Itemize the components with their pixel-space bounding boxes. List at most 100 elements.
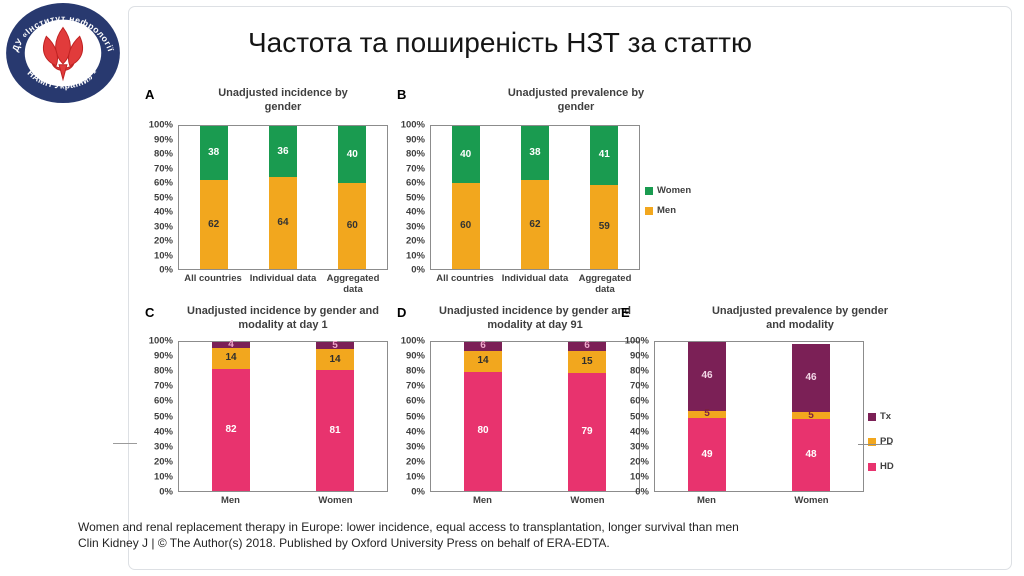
y-tick-label: 90% bbox=[405, 350, 425, 362]
panel-letter: D bbox=[397, 305, 407, 320]
y-tick-label: 80% bbox=[153, 148, 173, 160]
y-tick-label: 20% bbox=[405, 456, 425, 468]
bar-segment-tx: 6 bbox=[568, 341, 606, 351]
panel-letter: C bbox=[145, 305, 155, 320]
stacked-bar: 49 5 46 bbox=[688, 342, 726, 491]
y-tick-label: 50% bbox=[153, 411, 173, 422]
x-category-label: All countries bbox=[184, 273, 242, 284]
bar-segment-men: 60 bbox=[338, 183, 367, 269]
panel-letter: E bbox=[621, 305, 630, 320]
y-tick-label: 60% bbox=[153, 177, 173, 189]
panel-letter: B bbox=[397, 87, 407, 102]
y-tick-label: 90% bbox=[153, 350, 173, 362]
y-tick-label: 90% bbox=[629, 350, 649, 362]
bar-segment-women: 40 bbox=[338, 126, 367, 184]
y-tick-label: 50% bbox=[405, 192, 425, 203]
legend-swatch bbox=[868, 412, 876, 421]
legend-swatch bbox=[868, 437, 876, 446]
legend-item: PD bbox=[868, 436, 894, 447]
y-tick-label: 70% bbox=[153, 380, 173, 392]
y-tick-label: 40% bbox=[405, 206, 425, 218]
bar-segment-pd: 14 bbox=[464, 350, 502, 372]
annotation-line-right bbox=[858, 444, 892, 445]
x-axis: Men Women bbox=[178, 495, 388, 506]
y-tick-label: 40% bbox=[405, 426, 425, 438]
y-tick-label: 70% bbox=[405, 380, 425, 392]
legend-label: Women bbox=[657, 185, 692, 196]
legend-item: HD bbox=[868, 461, 894, 472]
y-tick-label: 50% bbox=[629, 411, 649, 422]
x-category-label: Women bbox=[570, 495, 605, 506]
legend-label: Men bbox=[657, 205, 676, 216]
plot-area: 49 5 46 48 5 46 bbox=[654, 341, 864, 492]
legend-label: Tx bbox=[880, 411, 892, 422]
y-tick-label: 100% bbox=[148, 119, 173, 131]
stacked-bar: 80 14 6 bbox=[464, 341, 502, 491]
y-tick-label: 20% bbox=[405, 235, 425, 247]
bar-segment-pd: 14 bbox=[316, 349, 354, 371]
x-category-label: Individual data bbox=[501, 273, 569, 284]
bar-segment-women: 38 bbox=[520, 126, 549, 181]
y-tick-label: 60% bbox=[405, 177, 425, 189]
y-tick-label: 60% bbox=[153, 395, 173, 407]
bar-segment-pd: 5 bbox=[688, 408, 726, 419]
legend: Tx PD HD bbox=[868, 411, 894, 472]
bar-segment-men: 64 bbox=[268, 177, 297, 269]
y-tick-label: 70% bbox=[629, 380, 649, 392]
stacked-bar: 62 38 bbox=[199, 126, 228, 269]
y-axis: 100% 90% 80% 70% 60% 50% 40% 30% 20% 10% 0% bbox=[392, 120, 430, 276]
y-tick-label: 0% bbox=[159, 264, 173, 276]
y-tick-label: 50% bbox=[405, 411, 425, 422]
bar-segment-hd: 49 bbox=[688, 418, 726, 491]
y-tick-label: 10% bbox=[153, 471, 173, 483]
y-tick-label: 10% bbox=[405, 250, 425, 261]
slide-title: Частота та поширеність НЗТ за статтю bbox=[248, 27, 752, 58]
x-axis: All countries Individual data Aggregated d… bbox=[430, 273, 640, 296]
chart-title: Unadjusted prevalence by gender bbox=[507, 87, 645, 114]
y-tick-label: 40% bbox=[153, 426, 173, 438]
bar-segment-women: 38 bbox=[199, 126, 228, 181]
y-tick-label: 90% bbox=[405, 134, 425, 145]
chart-panel-a: A Unadjusted incidence by gender 100% 90% 80… bbox=[140, 86, 388, 296]
bar-segment-hd: 48 bbox=[792, 419, 830, 491]
legend-label: HD bbox=[880, 461, 894, 472]
y-tick-label: 0% bbox=[411, 264, 425, 276]
y-axis: 100% 90% 80% 70% 60% 50% 40% 30% 20% 10% 0% bbox=[616, 336, 654, 498]
x-category-label: Men bbox=[220, 495, 240, 506]
plot-area: 82 14 4 81 14 5 bbox=[178, 340, 388, 492]
y-tick-label: 30% bbox=[405, 221, 425, 232]
chart-title: Unadjusted prevalence by gender and moda… bbox=[711, 305, 889, 332]
y-axis: 100% 90% 80% 70% 60% 50% 40% 30% 20% 10% 0% bbox=[392, 336, 430, 498]
x-category-label: All countries bbox=[436, 273, 494, 284]
y-tick-label: 20% bbox=[629, 456, 649, 468]
y-tick-label: 30% bbox=[629, 441, 649, 453]
chart-panel-c: C Unadjusted incidence by gender and moda… bbox=[140, 304, 388, 506]
citation-footer: Women and renal replacement therapy in E… bbox=[78, 520, 978, 552]
stacked-bar: 81 14 5 bbox=[316, 340, 354, 491]
kidney-flower-icon bbox=[42, 26, 84, 82]
y-tick-label: 0% bbox=[635, 486, 649, 498]
y-tick-label: 40% bbox=[629, 426, 649, 438]
stacked-bar: 64 36 bbox=[268, 126, 297, 269]
legend-item: Women bbox=[645, 185, 691, 196]
x-category-label: Individual data bbox=[249, 273, 317, 284]
bar-segment-hd: 79 bbox=[568, 373, 606, 491]
plot-area: 80 14 6 79 15 6 bbox=[430, 341, 640, 492]
bar-segment-tx: 6 bbox=[464, 341, 502, 351]
x-category-label: Men bbox=[472, 495, 492, 506]
legend-item: Tx bbox=[868, 411, 894, 422]
y-tick-label: 10% bbox=[629, 471, 649, 483]
chart-panel-d: D Unadjusted incidence by gender and moda… bbox=[392, 304, 640, 506]
bar-segment-pd: 15 bbox=[568, 350, 606, 374]
legend-swatch bbox=[868, 462, 876, 471]
y-tick-label: 40% bbox=[153, 206, 173, 218]
y-tick-label: 80% bbox=[405, 365, 425, 377]
y-tick-label: 80% bbox=[153, 365, 173, 377]
y-tick-label: 20% bbox=[153, 235, 173, 247]
chart-title: Unadjusted incidence by gender bbox=[218, 87, 348, 114]
x-axis: All countries Individual data Aggregated d… bbox=[178, 273, 388, 296]
chart-title: Unadjusted incidence by gender and modal… bbox=[187, 305, 379, 332]
y-tick-label: 100% bbox=[148, 335, 173, 347]
bar-segment-hd: 80 bbox=[464, 371, 502, 491]
stacked-bar: 60 40 bbox=[338, 126, 367, 269]
